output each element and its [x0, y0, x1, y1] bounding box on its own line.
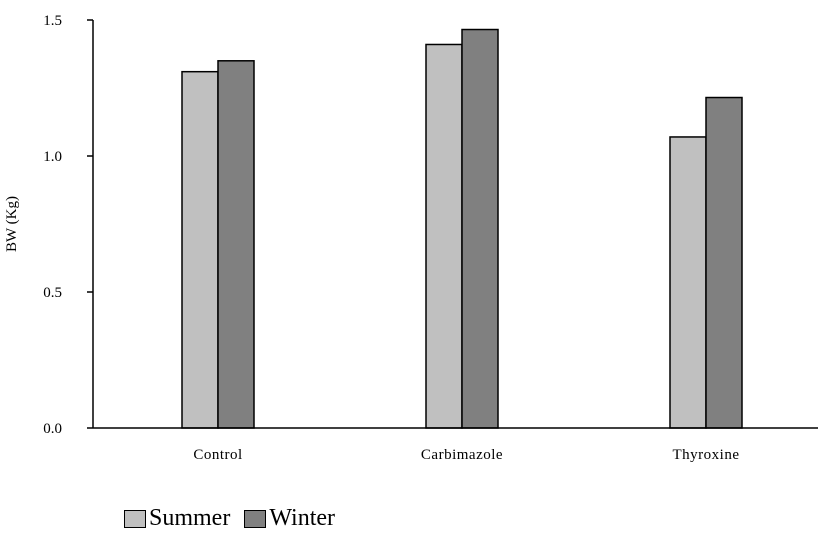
bar-winter-control [217, 60, 255, 429]
x-tick-label-control: Control [193, 447, 242, 463]
bars-group [181, 28, 743, 429]
legend-label-summer: Summer [149, 505, 231, 531]
x-tick-label-thyroxine: Thyroxine [673, 447, 740, 463]
legend: Summer Winter [124, 505, 349, 532]
legend-swatch-summer [124, 509, 146, 528]
bar-summer-carbimazole [425, 43, 463, 429]
y-tick-label: 0.0 [43, 421, 62, 437]
y-tick-label: 1.5 [43, 13, 62, 29]
bar-summer-thyroxine [669, 136, 707, 429]
legend-label-winter: Winter [269, 505, 335, 531]
legend-item-summer: Summer [124, 505, 230, 532]
legend-item-winter: Winter [244, 505, 335, 532]
legend-swatch-winter [244, 509, 267, 528]
bar-summer-control [181, 70, 219, 429]
y-tick-label: 1.0 [43, 149, 62, 165]
y-tick-label: 0.5 [43, 285, 62, 301]
x-tick-label-carbimazole: Carbimazole [421, 447, 503, 463]
axes-group: Control Carbimazole Thyroxine 0.0 0.5 1.0 1.5 [43, 13, 818, 463]
bar-winter-thyroxine [705, 96, 743, 429]
y-axis-title: BW (Kg) [4, 196, 20, 252]
bar-winter-carbimazole [461, 28, 499, 429]
